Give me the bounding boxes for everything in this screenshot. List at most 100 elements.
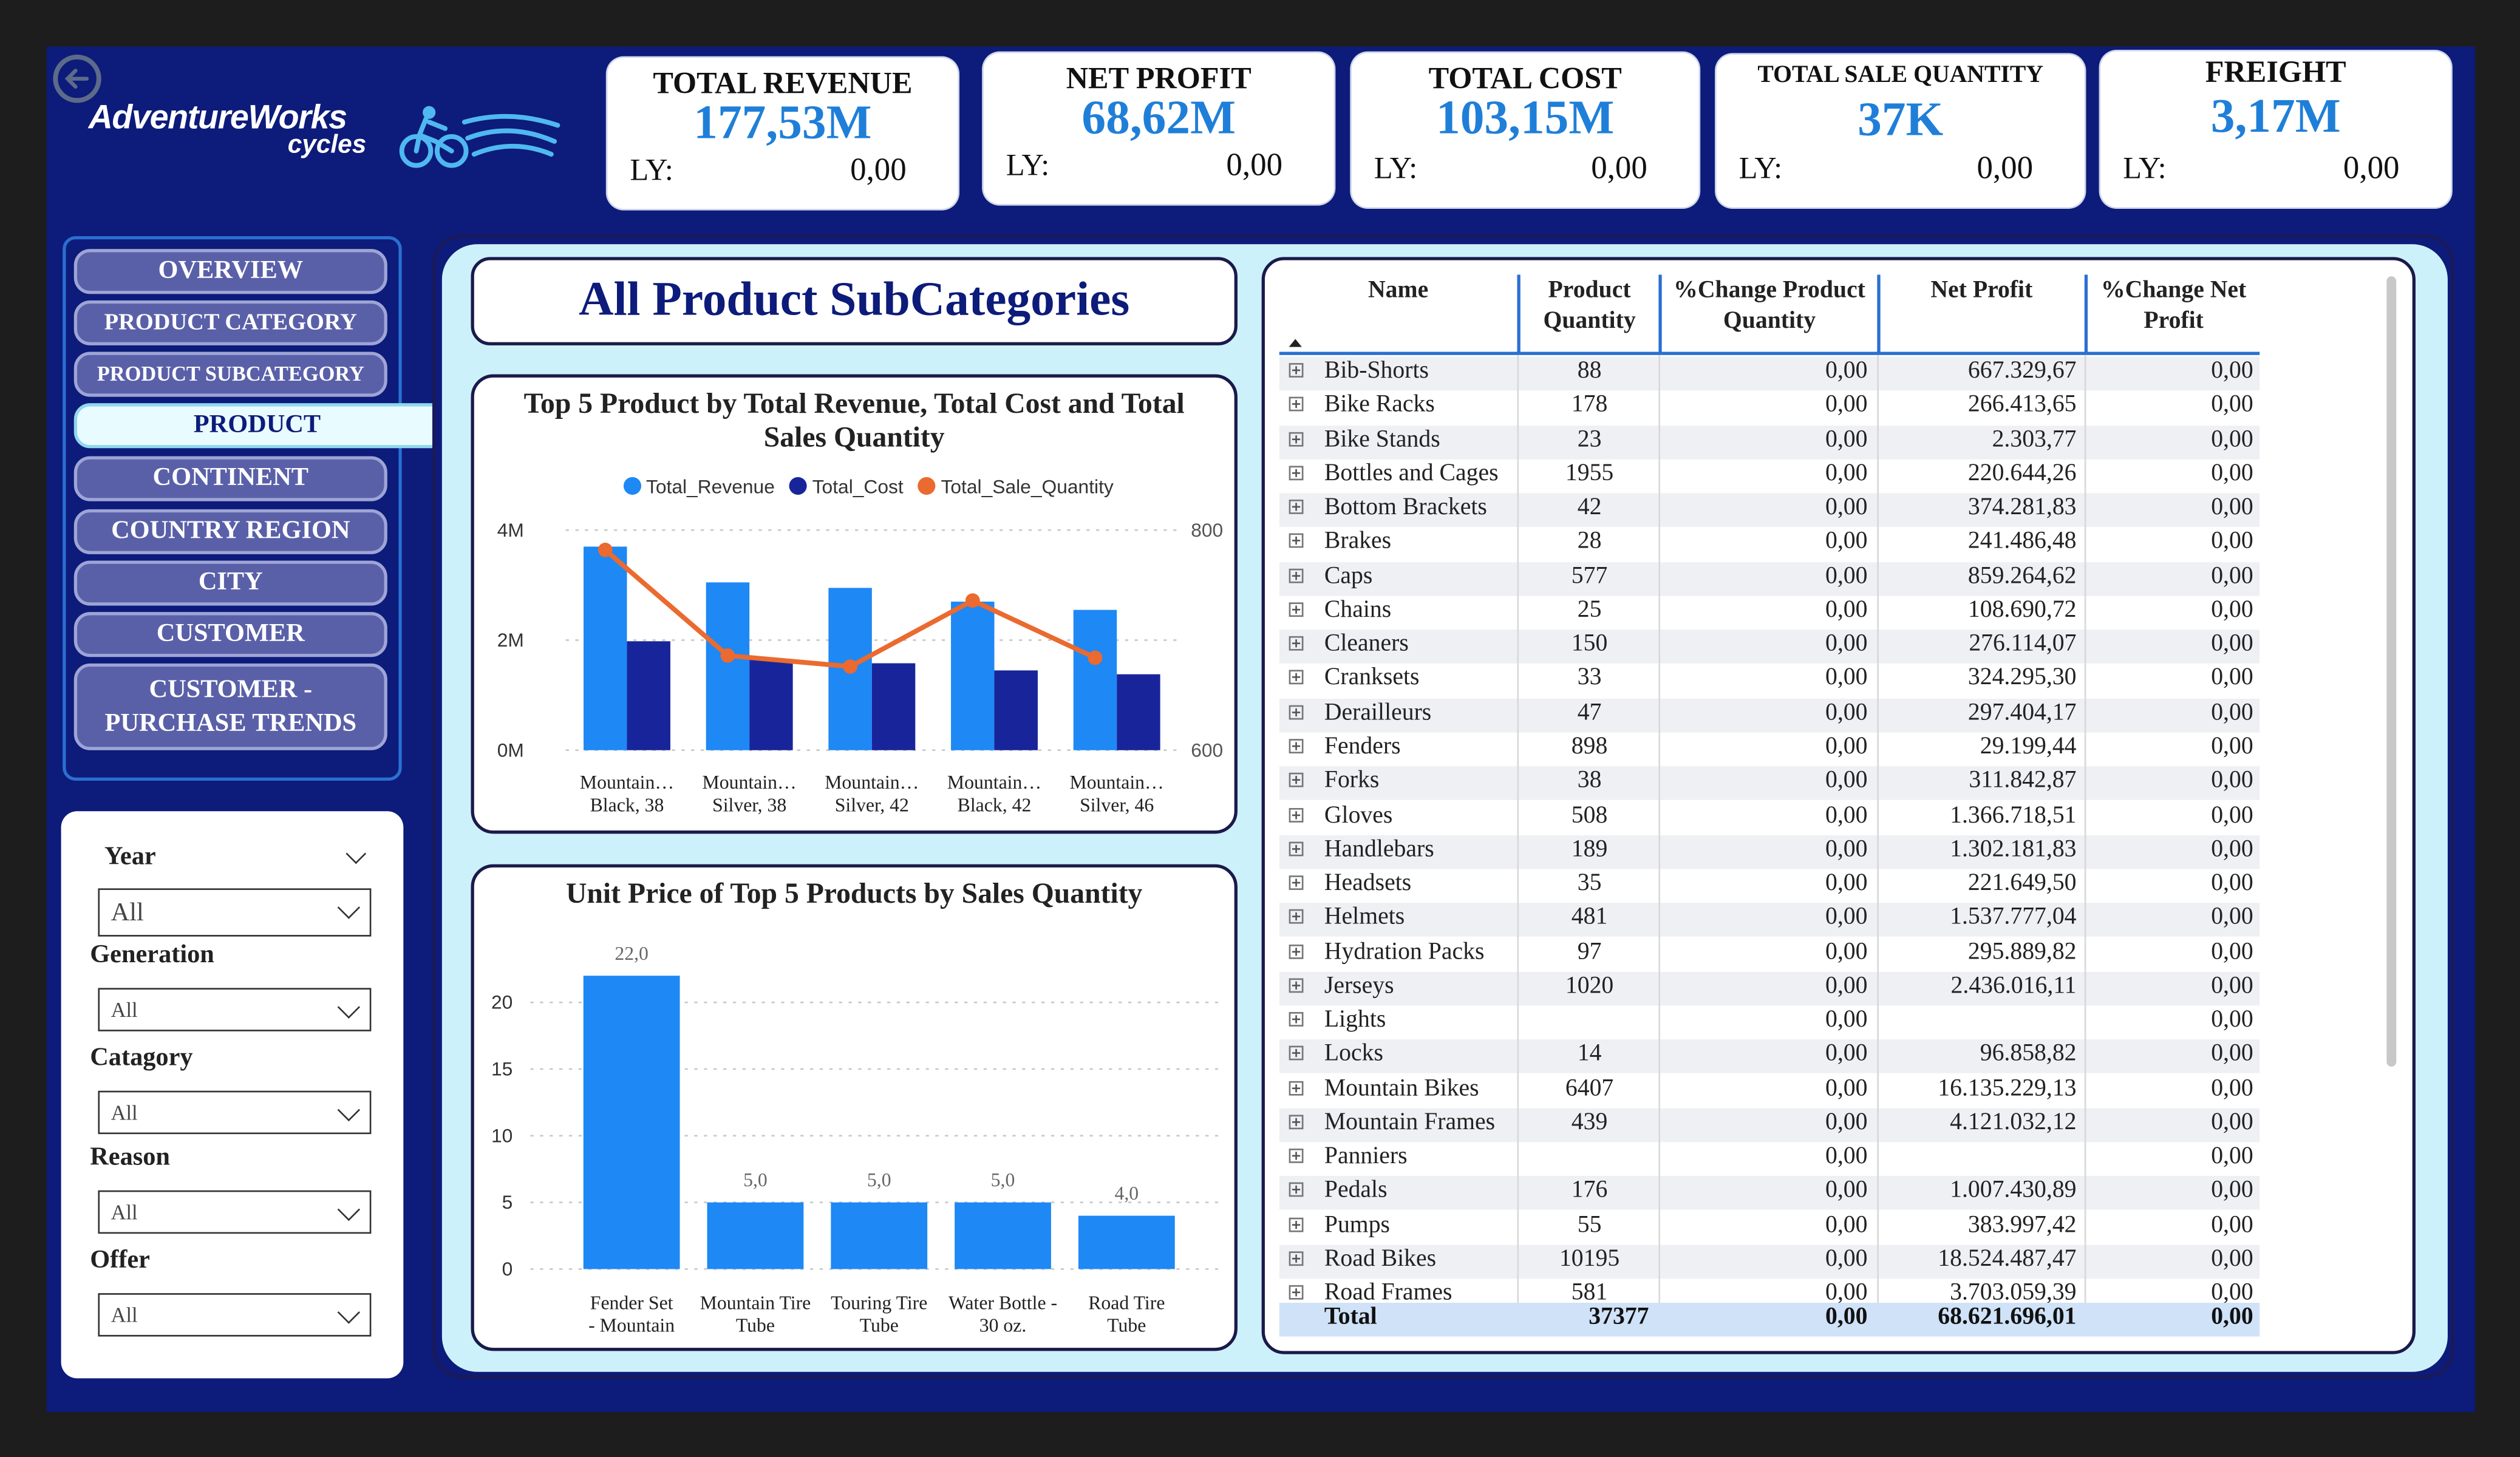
point-total-sale-quantity: [843, 659, 858, 674]
x-tick-label: Tube: [860, 1315, 899, 1336]
expand-icon[interactable]: [1289, 943, 1304, 959]
column-header-net-profit[interactable]: Net Profit: [1930, 277, 2033, 304]
expand-icon[interactable]: [1289, 909, 1304, 925]
y-tick-label: 10: [491, 1124, 513, 1146]
table-row[interactable]: Fenders 898 0,00 29.199,44 0,00: [1279, 733, 2259, 767]
table-row[interactable]: Bottom Brackets 42 0,00 374.281,83 0,00: [1279, 493, 2260, 528]
table-row[interactable]: Bib-Shorts 88 0,00 667.329,67 0,00: [1279, 356, 2260, 391]
table-row[interactable]: Forks 38 0,00 311.842,87 0,00: [1279, 766, 2260, 801]
filter-generation-select[interactable]: All: [98, 988, 372, 1031]
table-row[interactable]: Hydration Packs 97 0,00 295.889,82 0,00: [1279, 937, 2259, 971]
row-product-quantity: 1955: [1565, 460, 1614, 487]
expand-icon[interactable]: [1289, 1046, 1304, 1061]
filter-offer-select[interactable]: All: [98, 1293, 372, 1337]
table-row[interactable]: Bottles and Cages 1955 0,00 220.644,26 0,00: [1279, 459, 2259, 493]
table-row[interactable]: Cleaners 150 0,00 276.114,07 0,00: [1279, 630, 2260, 664]
table-row[interactable]: Locks 14 0,00 96.858,82 0,00: [1279, 1040, 2260, 1074]
table-row[interactable]: Bike Stands 23 0,00 2.303,77 0,00: [1279, 424, 2260, 459]
row-name: Fenders: [1324, 734, 1401, 760]
column-header-change-product-quantity[interactable]: %Change Product Quantity: [1674, 277, 1865, 335]
table-row[interactable]: Cranksets 33 0,00 324.295,30 0,00: [1279, 664, 2259, 698]
filter-catagory-select[interactable]: All: [98, 1090, 372, 1135]
kpi-title: TOTAL COST: [1428, 63, 1622, 97]
table-row[interactable]: Road Frames 581 0,00 3.703.059,39 0,00: [1279, 1279, 2259, 1313]
expand-icon[interactable]: [1289, 875, 1304, 891]
table-row[interactable]: Pumps 55 0,00 383.997,42 0,00: [1279, 1211, 2259, 1245]
table-row[interactable]: Lights 0,00 0,00: [1279, 1006, 2259, 1040]
table-scrollbar[interactable]: [2386, 276, 2397, 1067]
expand-icon[interactable]: [1289, 1251, 1304, 1266]
expand-icon[interactable]: [1289, 739, 1304, 753]
nav-product-button[interactable]: PRODUCT: [73, 403, 441, 449]
chevron-down-icon[interactable]: [346, 843, 367, 864]
kpi-total-revenue: TOTAL REVENUE 177,53M LY: 0,00: [607, 58, 958, 209]
expand-icon[interactable]: [1289, 500, 1304, 514]
table-row[interactable]: Mountain Frames 439 0,00 4.121.032,12 0,00: [1279, 1108, 2260, 1143]
expand-icon[interactable]: [1289, 1080, 1304, 1095]
chart-plot: 20 15 10 5 0 22,0 Fender Set- Mountain 5,0 Mount…: [491, 943, 1224, 1336]
x-tick-label: Tube: [736, 1315, 775, 1336]
expand-icon[interactable]: [1289, 636, 1304, 651]
table-row[interactable]: Pedals 176 0,00 1.007.430,89 0,00: [1279, 1177, 2260, 1211]
table-row[interactable]: Helmets 481 0,00 1.537.777,04 0,00: [1279, 903, 2260, 937]
row-change-product-quantity: 0,00: [1825, 495, 1868, 521]
expand-icon[interactable]: [1289, 397, 1304, 412]
table-row[interactable]: Caps 577 0,00 859.264,62 0,00: [1279, 562, 2260, 596]
row-net-profit: 16.135.229,13: [1938, 1075, 2077, 1102]
chevron-down-icon: [337, 896, 361, 919]
chart-legend: Total_Revenue Total_Cost Total_Sale_Quan…: [623, 475, 1114, 498]
sort-ascending-icon[interactable]: [1287, 336, 1303, 348]
expand-icon[interactable]: [1289, 534, 1304, 549]
column-header-product-quantity[interactable]: Product Quantity: [1543, 277, 1636, 335]
table-row[interactable]: Derailleurs 47 0,00 297.404,17 0,00: [1279, 698, 2260, 732]
expand-icon[interactable]: [1289, 1217, 1304, 1232]
expand-icon[interactable]: [1289, 1149, 1304, 1164]
expand-icon[interactable]: [1289, 978, 1304, 993]
table-row[interactable]: Mountain Bikes 6407 0,00 16.135.229,13 0,00: [1279, 1074, 2259, 1108]
row-change-net-profit: 0,00: [2211, 836, 2253, 863]
filter-year-select[interactable]: All: [98, 888, 372, 937]
expand-icon[interactable]: [1289, 1285, 1304, 1300]
filter-reason-select[interactable]: All: [98, 1190, 372, 1234]
chart-title: Top 5 Product by Total Revenue, Total Co…: [523, 387, 1185, 453]
nav-customer-button[interactable]: CUSTOMER: [73, 612, 387, 657]
table-row[interactable]: Bike Racks 178 0,00 266.413,65 0,00: [1279, 391, 2259, 425]
table-row[interactable]: Road Bikes 10195 0,00 18.524.487,47 0,00: [1279, 1245, 2260, 1279]
table-row[interactable]: Jerseys 1020 0,00 2.436.016,11 0,00: [1279, 971, 2260, 1006]
expand-icon[interactable]: [1289, 773, 1304, 788]
back-button[interactable]: [53, 54, 101, 103]
row-product-quantity: 6407: [1565, 1075, 1614, 1102]
column-header-name[interactable]: Name: [1368, 277, 1429, 304]
kpi-total-sale-quantity: TOTAL SALE QUANTITY 37K LY: 0,00: [1716, 54, 2085, 208]
nav-continent-button[interactable]: CONTINENT: [73, 456, 387, 501]
table-row[interactable]: Handlebars 189 0,00 1.302.181,83 0,00: [1279, 835, 2260, 869]
nav-country-region-button[interactable]: COUNTRY REGION: [73, 509, 387, 554]
x-tick-label: Road Tire: [1088, 1292, 1165, 1314]
expand-icon[interactable]: [1289, 465, 1304, 480]
expand-icon[interactable]: [1289, 841, 1304, 856]
nav-customer-purchase-trends-button[interactable]: CUSTOMER - PURCHASE TRENDS: [73, 663, 387, 750]
nav-product-category-button[interactable]: PRODUCT CATEGORY: [73, 300, 387, 345]
table-row[interactable]: Chains 25 0,00 108.690,72 0,00: [1279, 596, 2259, 630]
expand-icon[interactable]: [1289, 1012, 1304, 1027]
point-total-sale-quantity: [720, 648, 735, 663]
expand-icon[interactable]: [1289, 1115, 1304, 1130]
expand-icon[interactable]: [1289, 807, 1304, 822]
table-row[interactable]: Gloves 508 0,00 1.366.718,51 0,00: [1279, 801, 2259, 835]
expand-icon[interactable]: [1289, 431, 1304, 446]
expand-icon[interactable]: [1289, 1183, 1304, 1198]
filter-year-label: Year: [104, 843, 156, 871]
expand-icon[interactable]: [1289, 704, 1304, 719]
nav-city-button[interactable]: CITY: [73, 560, 387, 606]
nav-overview-button[interactable]: OVERVIEW: [73, 249, 387, 294]
expand-icon[interactable]: [1289, 602, 1304, 617]
table-row[interactable]: Brakes 28 0,00 241.486,48 0,00: [1279, 528, 2259, 562]
nav-product-subcategory-button[interactable]: PRODUCT SUBCATEGORY: [73, 352, 387, 397]
column-divider: [1517, 355, 1519, 1303]
table-row[interactable]: Panniers 0,00 0,00: [1279, 1143, 2259, 1177]
expand-icon[interactable]: [1289, 363, 1304, 378]
expand-icon[interactable]: [1289, 670, 1304, 685]
table-row[interactable]: Headsets 35 0,00 221.649,50 0,00: [1279, 869, 2259, 903]
expand-icon[interactable]: [1289, 568, 1304, 583]
column-header-change-net-profit[interactable]: %Change Net Profit: [2100, 277, 2247, 335]
